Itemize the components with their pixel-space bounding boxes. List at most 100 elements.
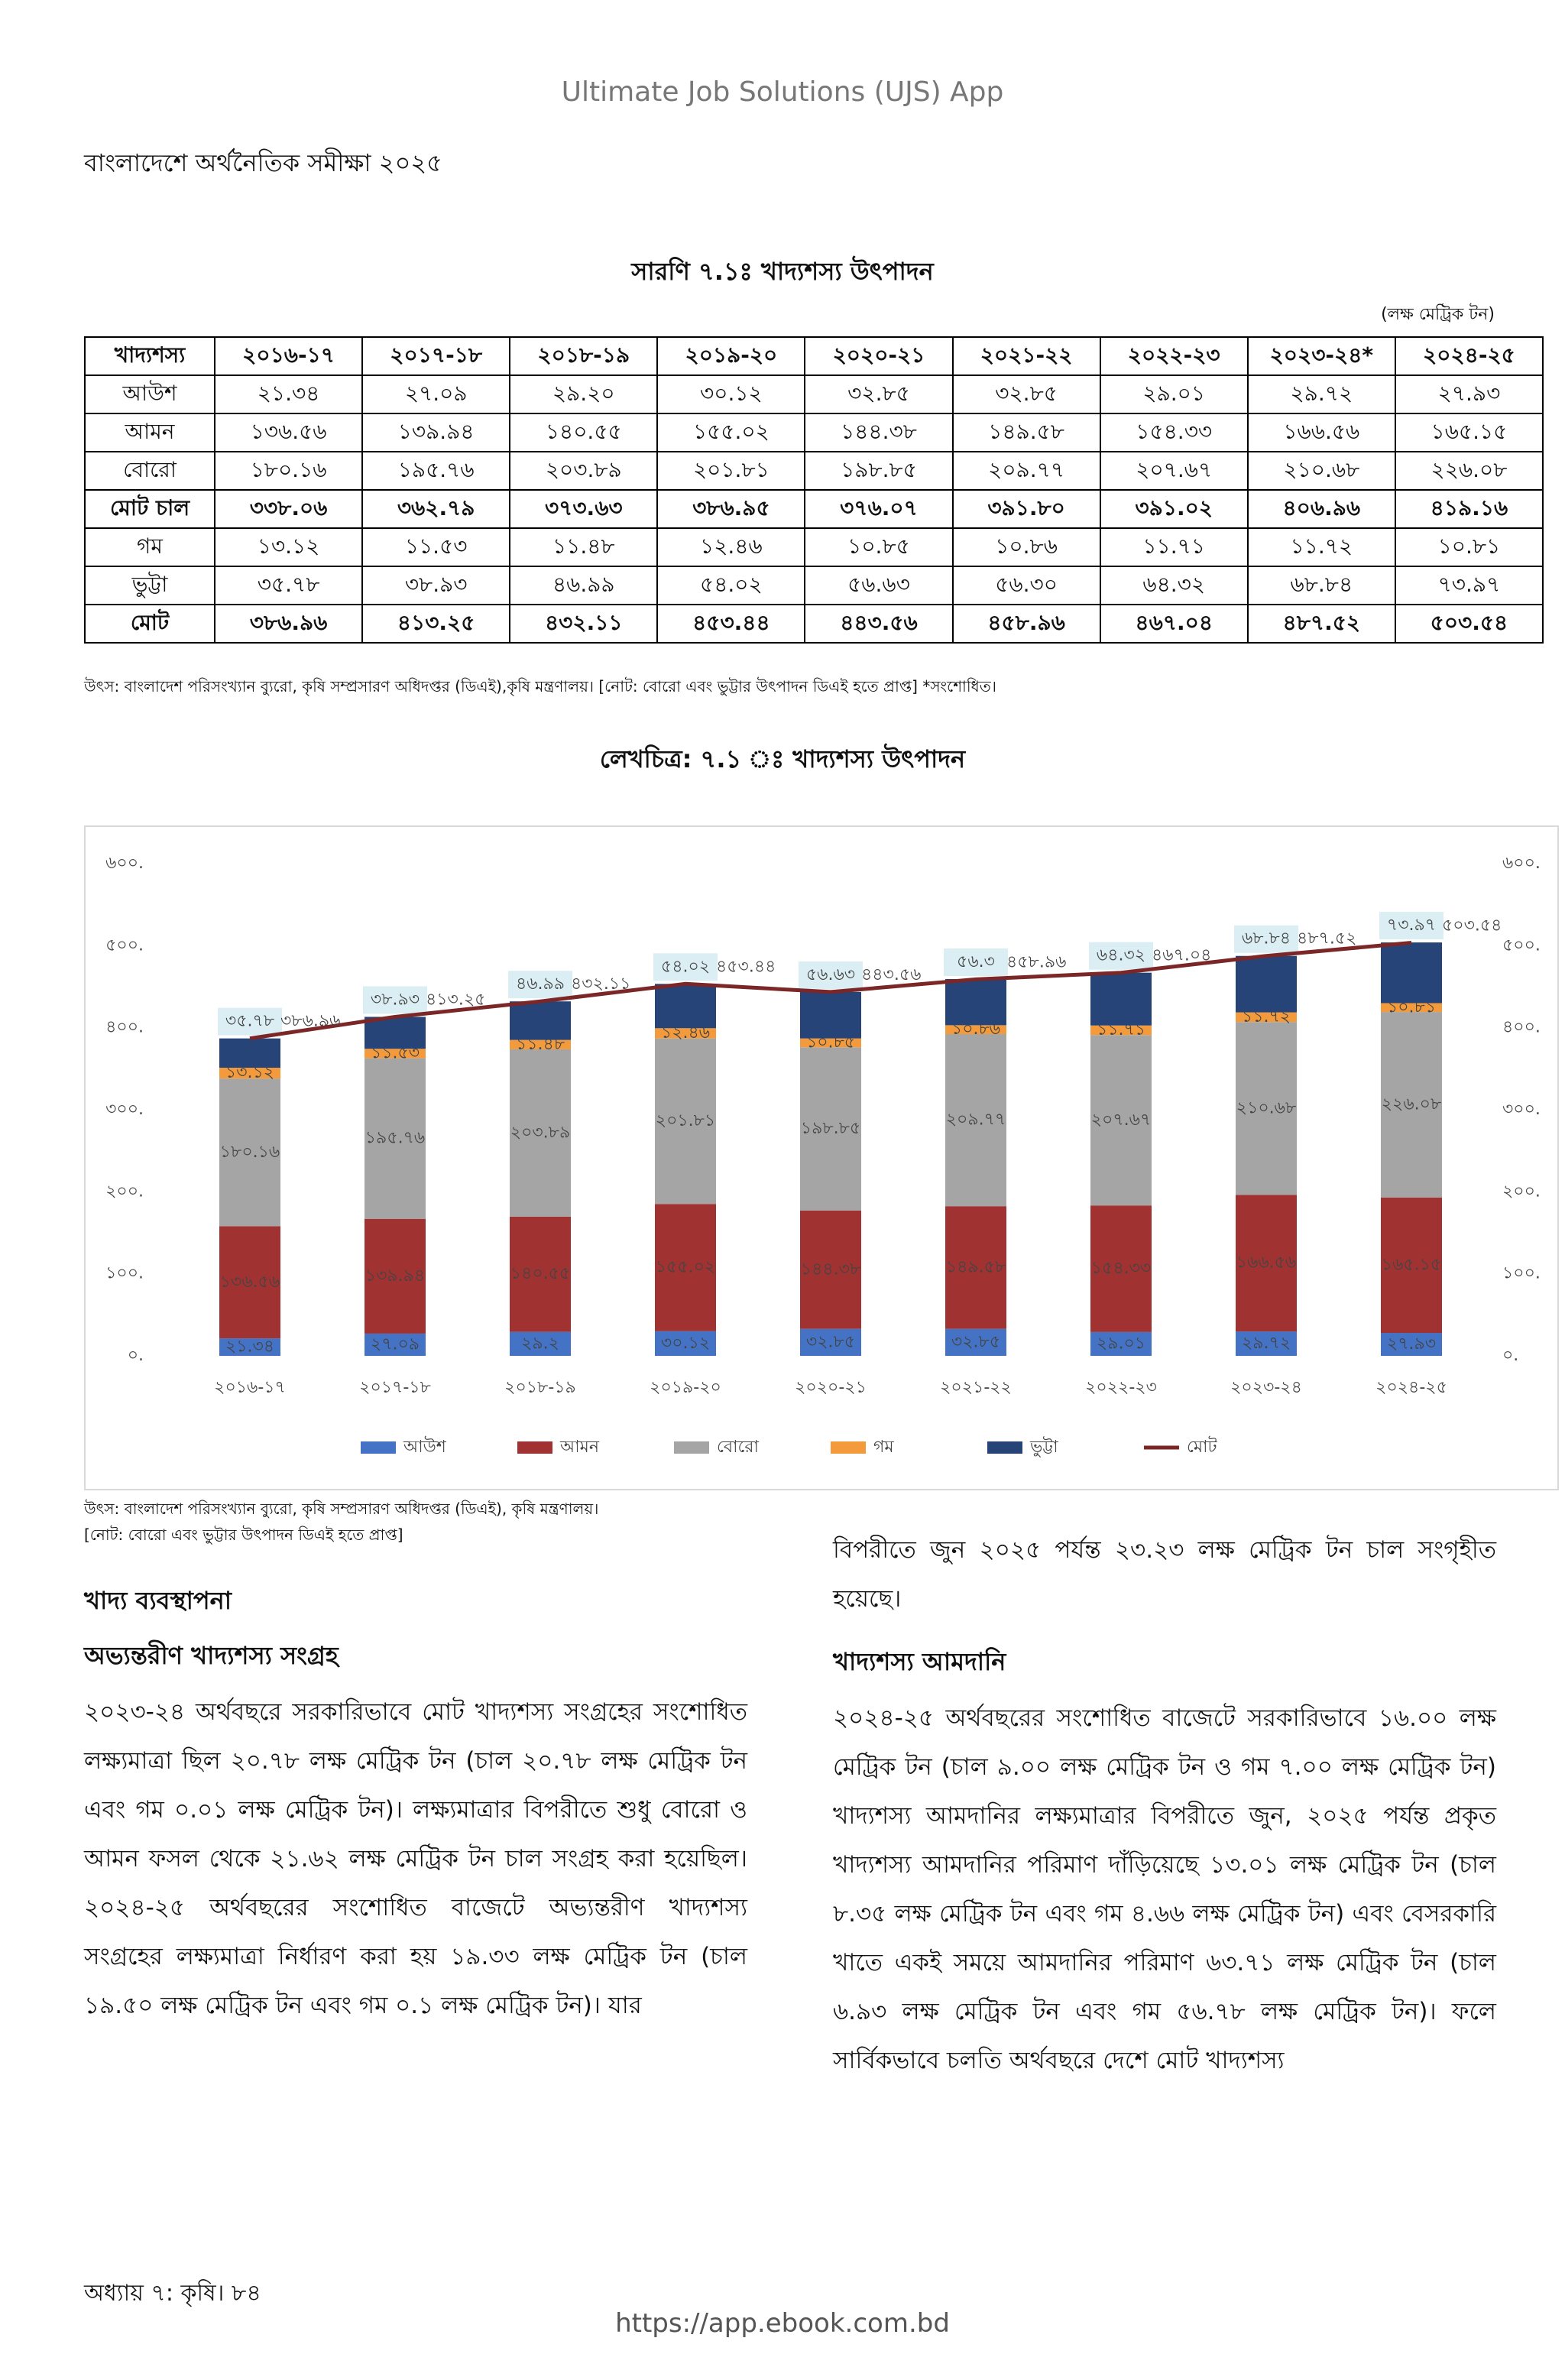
table-unit: (লক্ষ মেট্রিক টন) [1381, 305, 1495, 324]
left-column: খাদ্য ব্যবস্থাপনা অভ্যন্তরীণ খাদ্যশস্য স… [84, 1577, 747, 2045]
data-label: ২০১.৮১ [656, 1111, 715, 1130]
chart-note: উৎস: বাংলাদেশ পরিসংখ্যান ব্যুরো, কৃষি সম… [84, 1500, 599, 1518]
table-cell: ৫০৩.৫৪ [1394, 604, 1544, 644]
data-label: ৪১৩.২৫ [426, 990, 485, 1009]
data-label-box [944, 948, 1008, 976]
table-row: মোট ৩৮৬.৯৬ ৪১৩.২৫ ৪৩২.১১ ৪৫৩.৪৪ ৪৪৩.৫৬ ৪৫৮.৯৬ ৪… [84, 604, 1544, 644]
table-cell: ৩৭৩.৬৩ [509, 489, 659, 529]
table-cell: ৪১৩.২৫ [361, 604, 511, 644]
table-cell: ২০২২-২৩ [1099, 336, 1249, 376]
table-cell: ২৭.৯৩ [1394, 375, 1544, 414]
table-cell: ৭৩.৯৭ [1394, 566, 1544, 605]
bar-segment [510, 1001, 571, 1040]
table-cell: ৪৬৭.০৪ [1099, 604, 1249, 644]
chart-note: [নোট: বোরো এবং ভুট্টার উৎপাদন ডিএই হতে প… [84, 1526, 403, 1544]
chart-title: লেখচিত্র: ৭.১ ঃ খাদ্যশস্য উৎপাদন [599, 744, 966, 773]
data-label: ১৬৫.১৫ [1382, 1255, 1441, 1274]
table-cell: ১৩৬.৫৬ [213, 413, 364, 452]
app-title: Ultimate Job Solutions (UJS) App [561, 76, 1004, 108]
table-cell: ৫৪.০২ [656, 566, 806, 605]
x-tick-label: ২০২০-২১ [795, 1378, 867, 1397]
table-cell: ১৩৯.৯৪ [361, 413, 511, 452]
table-row: গম ১৩.১২ ১১.৫৩ ১১.৪৮ ১২.৪৬ ১০.৮৫ ১০.৮৬ ১১.৭১ ১১.… [84, 527, 1544, 567]
data-label: ৩৫.৭৮ [225, 1012, 274, 1031]
data-label: ২৯.৭২ [1242, 1334, 1291, 1353]
data-label: ২২৬.০৮ [1382, 1094, 1442, 1114]
legend-swatch [517, 1441, 552, 1454]
y2-tick-label: ০. [1502, 1346, 1518, 1365]
legend-label: মোট [1187, 1436, 1218, 1457]
data-label: ৬৪.৩২ [1097, 946, 1145, 965]
table-cell: ২১.৩৪ [213, 375, 364, 414]
bar-segment [219, 1226, 280, 1339]
table-cell: ৩৫.৭৮ [213, 566, 364, 605]
bar-segment [1381, 1197, 1442, 1334]
data-table: খাদ্যশস্য ২০১৬-১৭ ২০১৭-১৮ ২০১৮-১৯ ২০১৯-২০ ২০২… [84, 336, 1544, 644]
footer-url: https://app.ebook.com.bd [615, 2308, 950, 2339]
table-cell: ১৯৫.৭৬ [361, 451, 511, 491]
data-label: ৩২.৮৫ [951, 1332, 1000, 1351]
bar-segment [945, 1025, 1006, 1035]
table-cell: ৩৮৬.৯৬ [213, 604, 364, 644]
table-cell: আমন [84, 413, 215, 452]
data-label: ১৯৮.৮৫ [801, 1119, 860, 1138]
table-cell: ১১.৭২ [1246, 527, 1396, 567]
table-row: ভুট্টা ৩৫.৭৮ ৩৮.৯৩ ৪৬.৯৯ ৫৪.০২ ৫৬.৬৩ ৫৬.৩০ ৬৪.৩… [84, 566, 1544, 605]
bar-segment [800, 1210, 861, 1329]
data-label: ৩৮.৯৩ [371, 990, 420, 1009]
data-label: ৪৪৩.৫৬ [861, 965, 921, 984]
data-label-box [508, 971, 572, 999]
right-column: বিপরীতে জুন ২০২৫ পর্যন্ত ২৩.২৩ লক্ষ মেট্… [833, 1526, 1496, 2100]
bar-segment [1090, 972, 1152, 1026]
x-tick-label: ২০২১-২২ [940, 1378, 1012, 1397]
data-label: ১৪৯.৫৮ [946, 1257, 1006, 1276]
table-cell: ৪৫৮.৯৬ [951, 604, 1101, 644]
table-cell: ২০৩.৮৯ [509, 451, 659, 491]
table-cell: ৩৮.৯৩ [361, 566, 511, 605]
y2-tick-label: ১০০. [1502, 1264, 1541, 1283]
section-subheading: অভ্যন্তরীণ খাদ্যশস্য সংগ্রহ [84, 1641, 339, 1670]
bar-segment [365, 1017, 426, 1049]
data-label: ২০৩.৮৯ [510, 1123, 570, 1142]
table-cell: ২২৬.০৮ [1394, 451, 1544, 491]
legend-swatch [674, 1441, 709, 1454]
section-heading: খাদ্য ব্যবস্থাপনা [84, 1586, 232, 1615]
y-tick-label: ১০০. [105, 1264, 144, 1283]
y2-tick-label: ৪০০. [1502, 1018, 1541, 1037]
legend-swatch [987, 1441, 1022, 1454]
table-cell: ১৬৬.৫৬ [1246, 413, 1396, 452]
table-cell: ৩৯১.৮০ [951, 489, 1101, 529]
data-label: ১৪০.৫৫ [510, 1264, 570, 1283]
y2-tick-label: ৬০০. [1502, 854, 1541, 873]
table-cell: খাদ্যশস্য [84, 336, 215, 376]
table-cell: ১৪৯.৫৮ [951, 413, 1101, 452]
table-cell: ১১.৪৮ [509, 527, 659, 567]
table-cell: গম [84, 527, 215, 567]
bar-segment [1381, 1012, 1442, 1198]
table-cell: ১৪০.৫৫ [509, 413, 659, 452]
table-cell: বোরো [84, 451, 215, 491]
table-cell: ২০২১-২২ [951, 336, 1101, 376]
data-label-box [363, 986, 427, 1014]
y-tick-label: ৪০০. [105, 1018, 144, 1037]
bar-segment [1090, 1331, 1152, 1356]
bar-segment [1090, 1205, 1152, 1332]
y-tick-label: ০. [128, 1346, 144, 1365]
bar-segment [1090, 1035, 1152, 1206]
data-label: ৫৬.৩ [957, 952, 995, 971]
bar-segment [655, 984, 716, 1029]
legend-label: গম [873, 1438, 894, 1457]
table-cell: ২৯.২০ [509, 375, 659, 414]
table-cell: ১২.৪৬ [656, 527, 806, 567]
section-heading: খাদ্যশস্য আমদানি [833, 1647, 1006, 1676]
table-cell: ৩৭৬.০৭ [804, 489, 954, 529]
table-cell: ২৯.০১ [1099, 375, 1249, 414]
data-label: ৩৮৬.৯৬ [280, 1012, 340, 1031]
line [249, 941, 1412, 1041]
table-cell: ১৯৮.৮৫ [804, 451, 954, 491]
y-tick-label: ২০০. [105, 1182, 144, 1201]
table-row: আমন ১৩৬.৫৬ ১৩৯.৯৪ ১৪০.৫৫ ১৫৫.০২ ১৪৪.৩৮ ১৪৯.৫৮ ১… [84, 413, 1544, 452]
bar-segment [800, 1047, 861, 1211]
table-cell: ২৯.৭২ [1246, 375, 1396, 414]
